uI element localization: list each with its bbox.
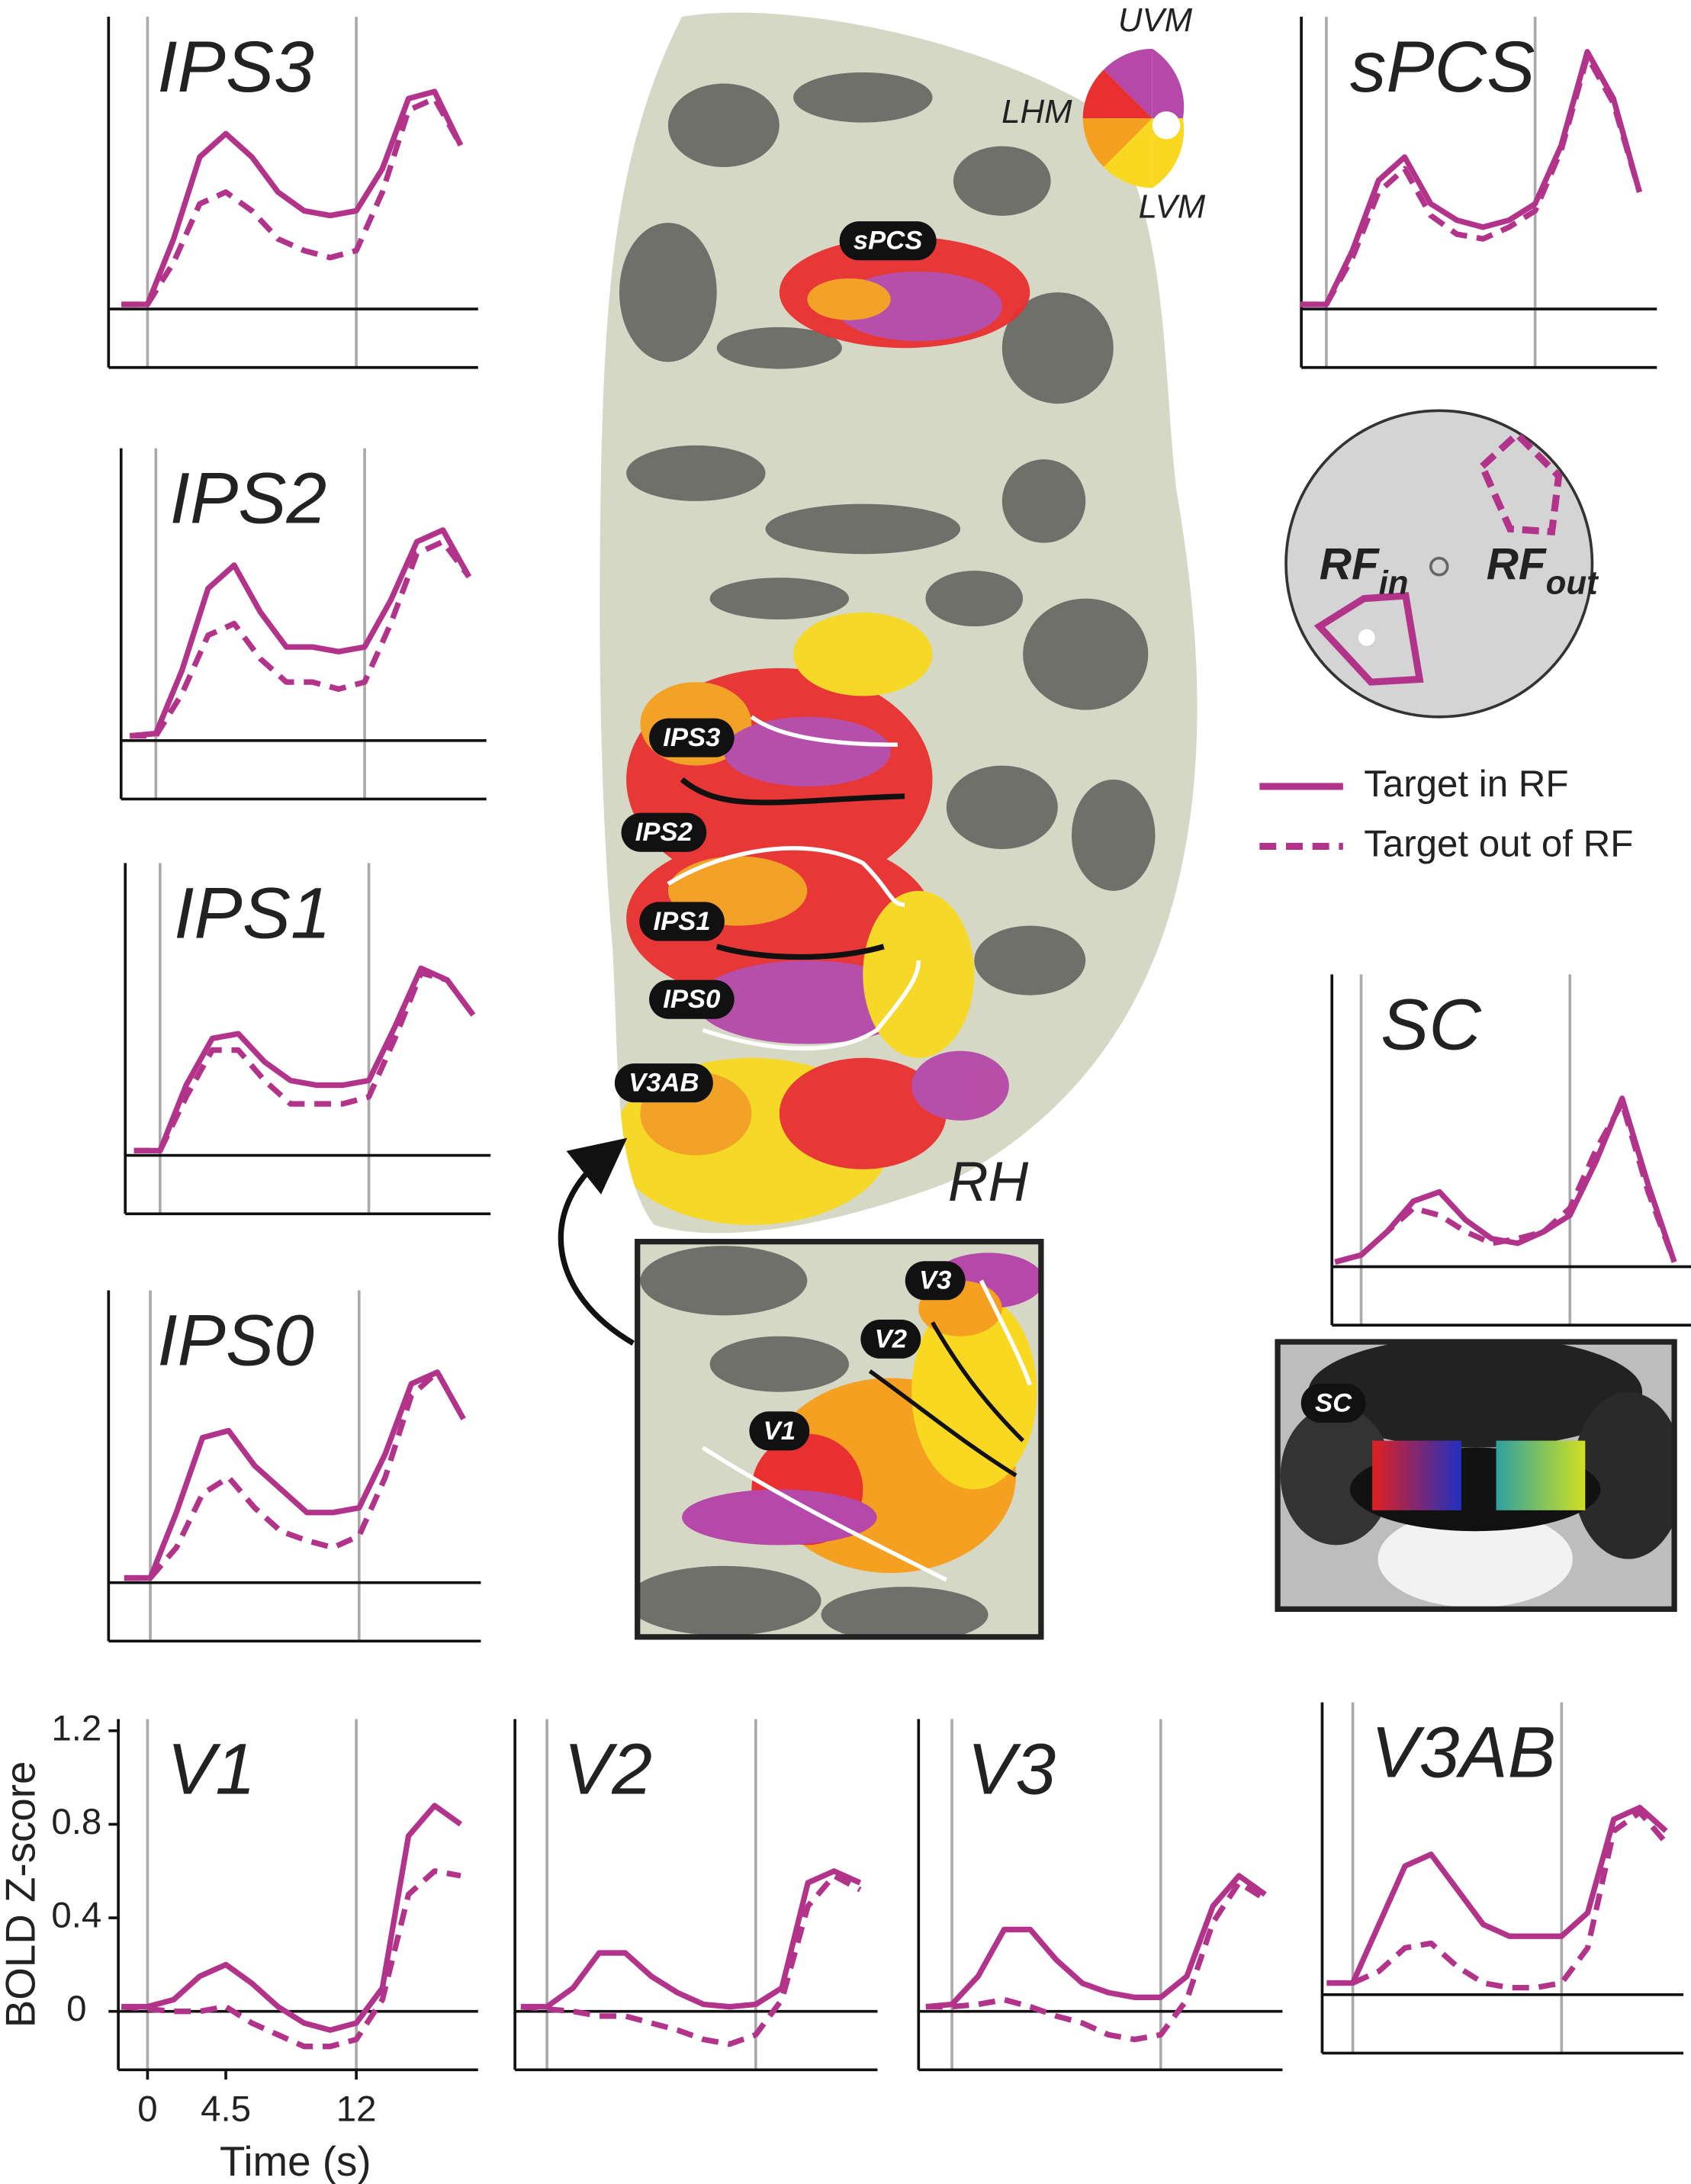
tag-background [905,1261,966,1301]
tag-background [1300,1383,1366,1423]
series-line [121,88,464,307]
chart-title: IPS3 [157,27,314,108]
region-label: IPS2 [635,818,693,847]
chart-title: IPS0 [157,1301,314,1381]
region-tag: SC [1300,1383,1366,1423]
series-line [925,1880,1267,2043]
region-tag: V2 [860,1319,921,1359]
series-line [133,970,476,1154]
region-tag: IPS0 [649,979,735,1019]
line-chart: SC [1330,974,1691,1327]
y-tick-label: 0.4 [51,1896,101,1936]
region-tag: V1 [749,1411,810,1451]
chart-title: V1 [167,1729,256,1810]
wheel-label: UVM [1118,2,1193,39]
brain-surface [600,12,1198,1234]
hemisphere-label: RH [948,1151,1029,1213]
region-label: sPCS [854,227,923,256]
line-chart: sPCS [1300,16,1657,369]
chart-title: sPCS [1350,27,1535,108]
line-chart: 0 0.4 0.8 1.2 0 4.5 12 Time (s) BOLD Z-score V1 [0,1708,478,2184]
y-tick-label: 0 [66,1989,86,2029]
region-label: IPS3 [663,723,720,752]
region-label: V3AB [628,1069,699,1098]
series-line [925,1873,1267,2010]
series-line [124,1369,466,1581]
x-axis-label: Time (s) [220,2137,371,2184]
series-line [129,527,472,739]
series-line [124,1369,466,1581]
x-tick-label: 0 [137,2089,157,2130]
tag-background [649,979,735,1019]
series-line [121,95,464,307]
chart-title: V3 [967,1729,1056,1810]
series-line [121,1803,463,2033]
region-tag: IPS1 [639,902,725,941]
series-line [1334,1095,1677,1265]
legend-label: Target in RF [1364,763,1568,805]
region-tag: V3 [905,1261,966,1301]
y-axis-label: BOLD Z-score [0,1761,43,2028]
line-chart: IPS2 [119,448,487,801]
rf-diagram [1284,409,1594,719]
series-line [133,965,476,1154]
series-line [1334,1100,1677,1265]
region-tag: V3AB [614,1063,713,1103]
tag-background [649,718,735,757]
wheel-label: LHM [1001,93,1072,130]
y-tick-label: 0.8 [51,1802,101,1842]
series-line [130,539,471,739]
region-tag: IPS3 [649,718,735,757]
series-line [1326,1809,1668,1991]
wheel-label: LVM [1139,188,1206,225]
chart-title: IPS1 [174,873,331,954]
y-tick-label: 1.2 [51,1708,101,1748]
series-line [121,1868,461,2050]
line-chart: IPS3 [107,16,478,369]
color-wheel [1082,48,1185,188]
tag-background [614,1063,713,1103]
tag-background [621,812,707,852]
x-tick-label: 12 [336,2089,377,2130]
series-line [1300,53,1642,307]
tag-background [860,1319,921,1359]
region-tag: sPCS [839,221,937,261]
region-label: V3 [919,1266,951,1295]
chart-title: SC [1381,984,1482,1065]
line-chart: IPS1 [124,863,491,1215]
series-line [1326,1804,1668,1986]
inset-surface [635,1239,1044,1640]
line-chart: IPS0 [107,1290,481,1643]
legend-label: Target out of RF [1364,822,1633,864]
arrow [558,1137,635,1346]
tag-background [639,902,725,941]
chart-title: V3AB [1371,1713,1556,1793]
line-chart: V3 [917,1719,1283,2072]
rf-out-label: RFout [1487,540,1599,601]
line-chart: V3AB [1320,1702,1683,2055]
tag-background [839,221,937,261]
series-line [520,1873,862,2047]
region-label: IPS1 [654,907,711,936]
region-label: IPS0 [663,985,720,1014]
x-tick-label: 4.5 [201,2089,251,2130]
series-line [520,1868,862,2010]
tag-background [749,1411,810,1451]
chart-title: IPS2 [170,458,327,539]
chart-title: V2 [564,1729,652,1810]
region-label: SC [1315,1388,1352,1417]
rf-in-label: RFin [1320,540,1409,601]
region-tag: IPS2 [621,812,707,852]
line-chart: V2 [513,1719,878,2072]
region-label: V2 [875,1324,907,1353]
sc-image [1275,1339,1677,1613]
region-label: V1 [764,1417,796,1446]
